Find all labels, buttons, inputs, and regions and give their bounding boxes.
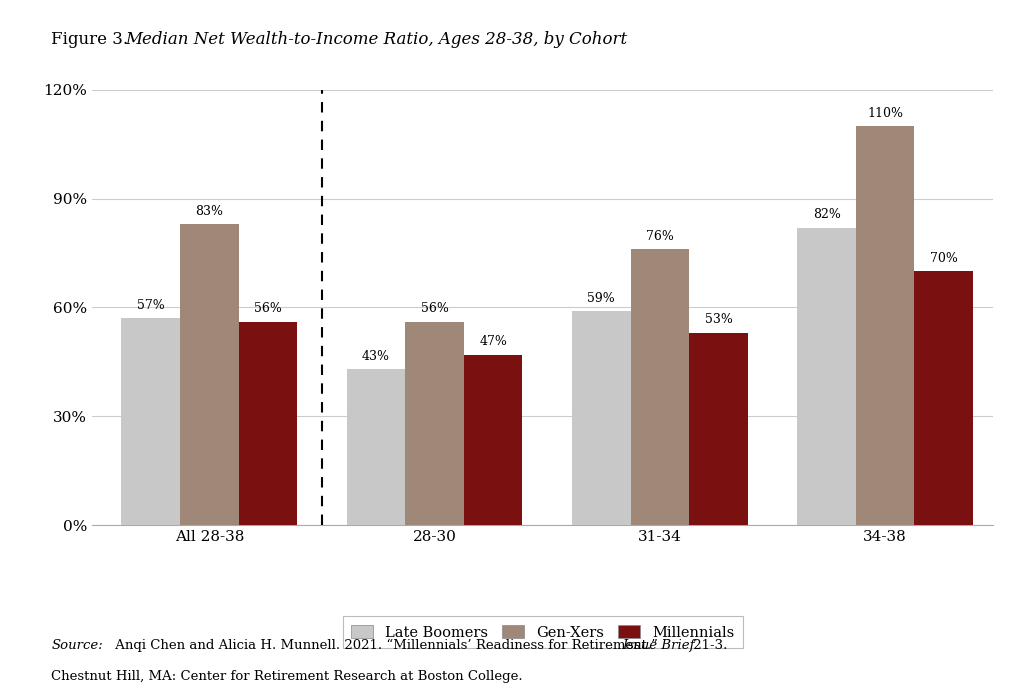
Bar	[406, 322, 464, 525]
Text: 57%: 57%	[137, 299, 165, 312]
Bar	[914, 272, 973, 525]
Bar	[631, 249, 689, 525]
Bar	[122, 319, 180, 525]
Bar	[689, 333, 748, 525]
Text: 21-3.: 21-3.	[689, 639, 727, 652]
Legend: Late Boomers, Gen-Xers, Millennials: Late Boomers, Gen-Xers, Millennials	[342, 616, 743, 648]
Text: Chestnut Hill, MA: Center for Retirement Research at Boston College.: Chestnut Hill, MA: Center for Retirement…	[51, 670, 523, 683]
Bar	[856, 126, 914, 525]
Text: 110%: 110%	[867, 106, 903, 120]
Bar	[180, 224, 239, 525]
Text: Issue Brief: Issue Brief	[623, 639, 695, 652]
Bar	[347, 369, 406, 525]
Text: 56%: 56%	[254, 303, 282, 316]
Bar	[464, 354, 522, 525]
Text: 82%: 82%	[813, 208, 841, 221]
Text: Figure 3.: Figure 3.	[51, 31, 133, 48]
Bar	[239, 322, 297, 525]
Text: Source:: Source:	[51, 639, 103, 652]
Text: 56%: 56%	[421, 303, 449, 316]
Bar	[798, 228, 856, 525]
Text: 70%: 70%	[930, 252, 957, 265]
Text: 83%: 83%	[196, 205, 223, 218]
Text: 53%: 53%	[705, 313, 732, 326]
Text: 43%: 43%	[362, 350, 390, 363]
Text: Anqi Chen and Alicia H. Munnell. 2021. “Millennials’ Readiness for Retirement.”: Anqi Chen and Alicia H. Munnell. 2021. “…	[111, 639, 662, 652]
Text: 47%: 47%	[479, 335, 507, 348]
Text: Median Net Wealth-to-Income Ratio, Ages 28-38, by Cohort: Median Net Wealth-to-Income Ratio, Ages …	[125, 31, 627, 48]
Bar	[572, 311, 631, 525]
Text: 76%: 76%	[646, 230, 674, 243]
Text: 59%: 59%	[588, 292, 615, 305]
